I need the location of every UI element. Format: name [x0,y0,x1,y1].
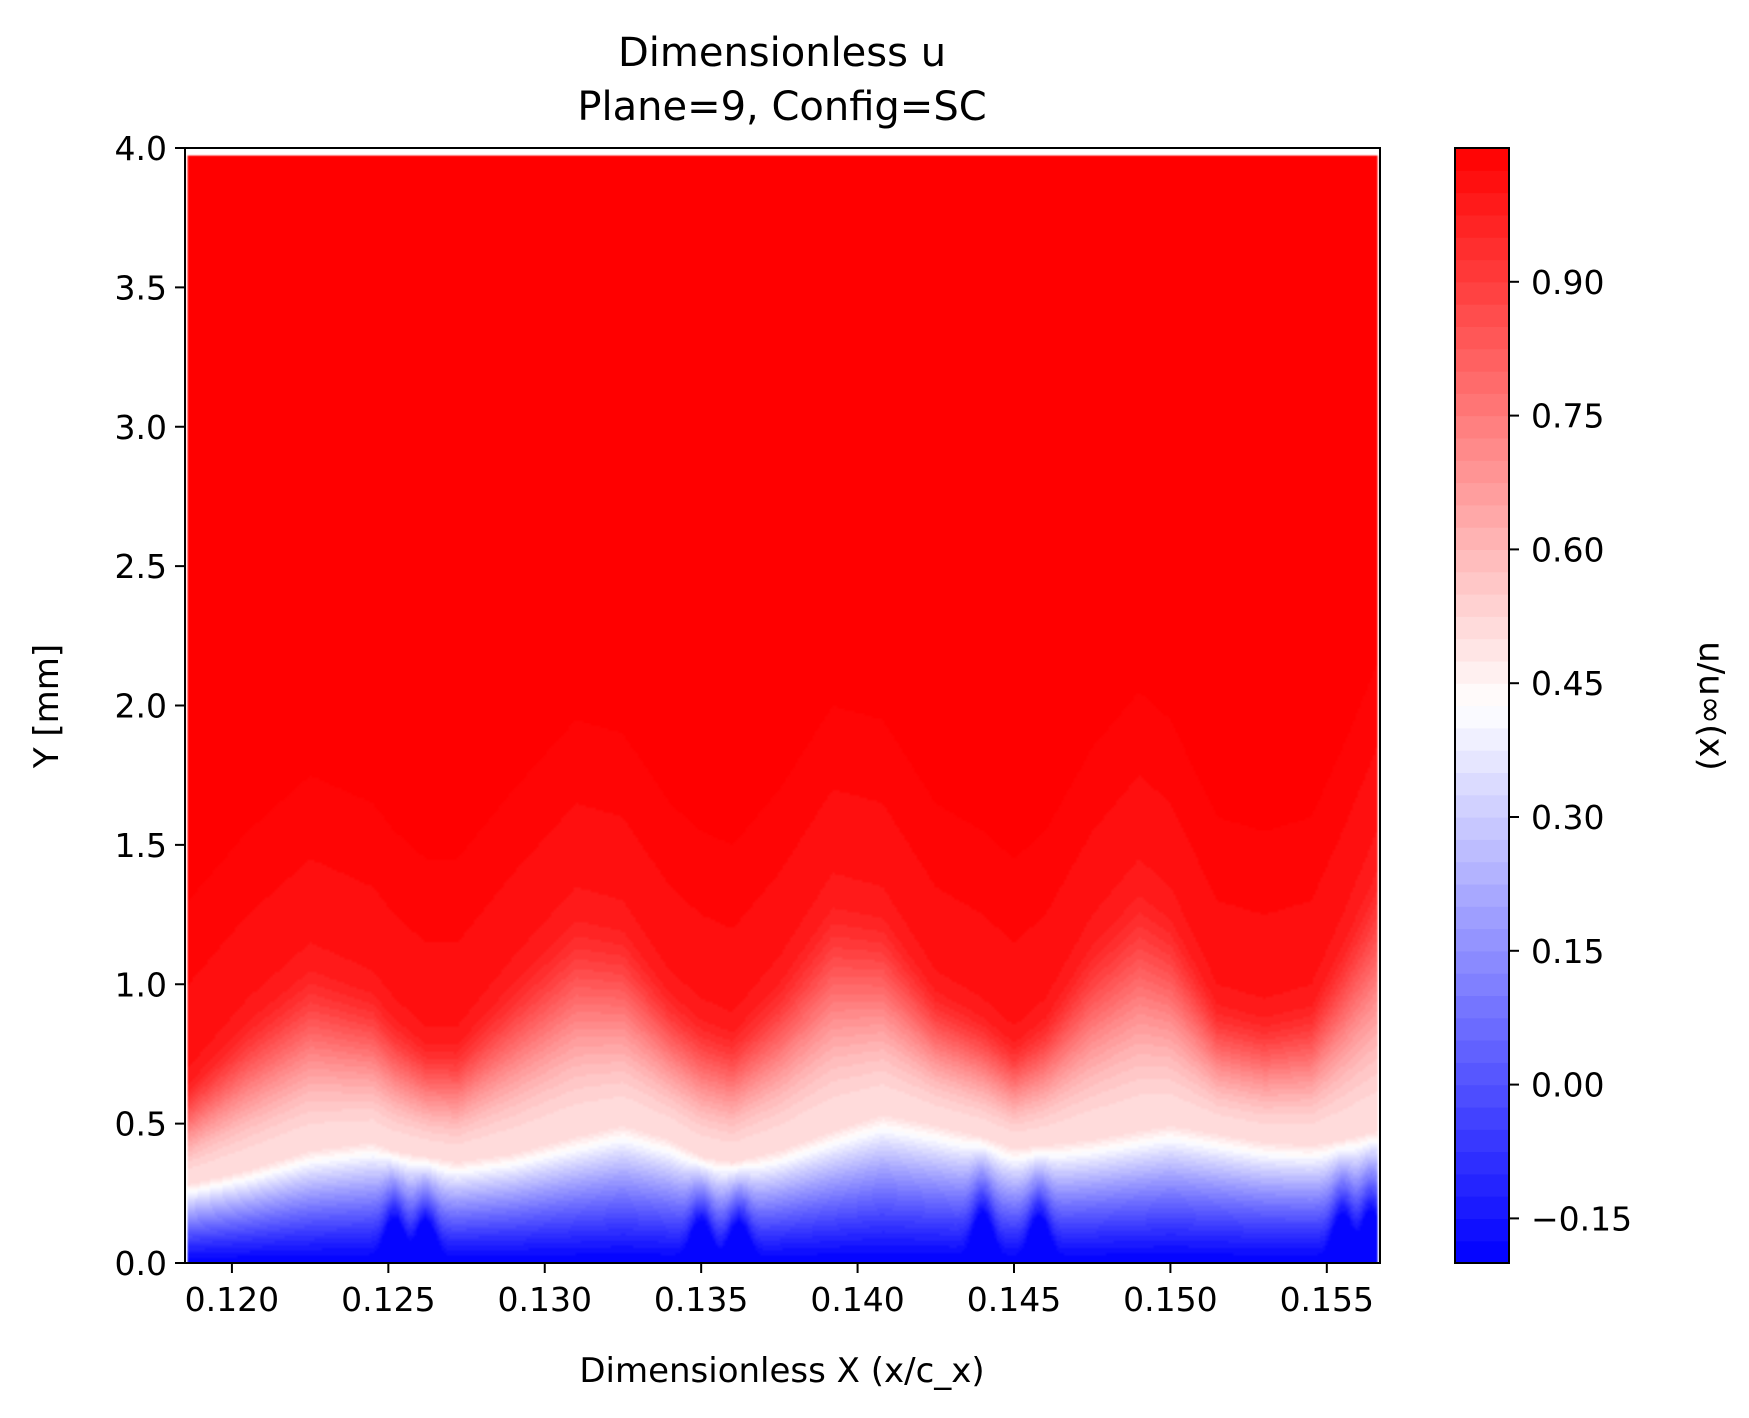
x-tick-label: 0.125 [341,1280,435,1319]
colorbar-level-bands [1455,148,1509,1264]
colorbar-level-band [1455,839,1509,863]
y-axis-label: Y [mm] [27,644,67,769]
colorbar-level-band [1455,304,1509,327]
colorbar-level-band [1455,1196,1509,1219]
x-tick-label: 0.155 [1280,1280,1374,1319]
y-tick-label: 0.0 [115,1244,167,1283]
colorbar-level-band [1455,527,1509,550]
x-axis-label: Dimensionless X (x/c_x) [579,1351,984,1391]
x-tick-label: 0.145 [967,1280,1061,1319]
colorbar-level-band [1455,772,1509,796]
colorbar-tick-label: 0.75 [1531,397,1604,436]
x-tick-label: 0.135 [654,1280,748,1319]
colorbar-level-band [1455,460,1509,484]
colorbar-level-band [1455,259,1509,283]
colorbar-level-band [1455,594,1509,617]
colorbar-level-band [1455,281,1509,305]
colorbar-level-band [1455,549,1509,573]
plot-area [184,147,1381,1264]
y-tick-label: 3.5 [115,268,167,307]
colorbar-level-band [1455,995,1509,1019]
y-tick-label: 2.0 [115,687,167,726]
colorbar-level-band [1455,683,1509,707]
colorbar-tick-label: 0.00 [1531,1066,1604,1105]
colorbar-level-band [1455,214,1509,238]
colorbar-level-band [1455,817,1509,840]
colorbar-level-band [1455,170,1509,194]
colorbar-level-band [1455,1173,1509,1197]
chart-subtitle: Plane=9, Config=SC [577,84,986,130]
y-tick-label: 0.5 [115,1105,167,1144]
colorbar-level-band [1455,638,1509,662]
colorbar-level-band [1455,616,1509,640]
colorbar-level-band [1455,660,1509,684]
colorbar-level-band [1455,794,1509,818]
colorbar-level-band [1455,1218,1509,1242]
colorbar-level-band [1455,348,1509,372]
colorbar-level-band [1455,437,1509,461]
x-axis-ticks: 0.120 0.125 0.130 0.135 0.140 0.145 0.150 0.155 [185,1263,1374,1319]
colorbar-level-band [1455,906,1509,930]
colorbar-level-band [1455,1106,1509,1130]
x-tick-label: 0.150 [1123,1280,1217,1319]
colorbar-level-band [1455,750,1509,773]
colorbar-frame [1454,147,1510,1264]
colorbar-level-band [1455,326,1509,350]
colorbar-level-band [1455,1017,1509,1041]
chart-title: Dimensionless u [618,30,946,76]
x-tick-label: 0.130 [498,1280,592,1319]
colorbar-tick-label: 0.15 [1531,932,1604,971]
colorbar-level-band [1455,1129,1509,1153]
y-tick-label: 1.5 [115,826,167,865]
colorbar-level-band [1455,1040,1509,1063]
colorbar-label: u/u∞(x) [1691,641,1731,771]
colorbar-level-band [1455,883,1509,907]
colorbar-level-band [1455,928,1509,952]
colorbar-level-band [1455,482,1509,506]
colorbar: −0.15 0.00 0.15 0.30 0.45 0.60 0.75 0.90 [1454,147,1632,1264]
x-tick-label: 0.120 [185,1280,279,1319]
colorbar-level-band [1455,705,1509,729]
colorbar-level-band [1455,148,1509,171]
y-tick-label: 1.0 [115,965,167,1004]
y-tick-label: 4.0 [115,129,167,168]
colorbar-level-band [1455,371,1509,394]
colorbar-level-band [1455,727,1509,751]
colorbar-level-band [1455,1084,1509,1108]
colorbar-ticks: −0.15 0.00 0.15 0.30 0.45 0.60 0.75 0.90 [1509,263,1632,1238]
y-tick-label: 2.5 [115,547,167,586]
colorbar-level-band [1455,393,1509,417]
colorbar-level-band [1455,415,1509,439]
y-tick-label: 3.0 [115,408,167,447]
colorbar-tick-label: −0.15 [1531,1199,1632,1238]
colorbar-level-band [1455,237,1509,261]
colorbar-level-band [1455,973,1509,996]
colorbar-level-band [1455,950,1509,974]
colorbar-level-band [1455,861,1509,885]
colorbar-level-band [1455,1151,1509,1175]
y-axis-ticks: 0.0 0.5 1.0 1.5 2.0 2.5 3.0 3.5 4.0 [115,129,185,1283]
colorbar-level-band [1455,1062,1509,1086]
colorbar-tick-label: 0.45 [1531,664,1604,703]
heatmap-field [185,148,1380,1263]
colorbar-level-band [1455,504,1509,528]
colorbar-level-band [1455,571,1509,595]
colorbar-tick-label: 0.30 [1531,798,1604,837]
colorbar-level-band [1455,192,1509,216]
colorbar-level-band [1455,1240,1509,1264]
colorbar-tick-label: 0.60 [1531,530,1604,569]
x-tick-label: 0.140 [810,1280,904,1319]
colorbar-tick-label: 0.90 [1531,263,1604,302]
